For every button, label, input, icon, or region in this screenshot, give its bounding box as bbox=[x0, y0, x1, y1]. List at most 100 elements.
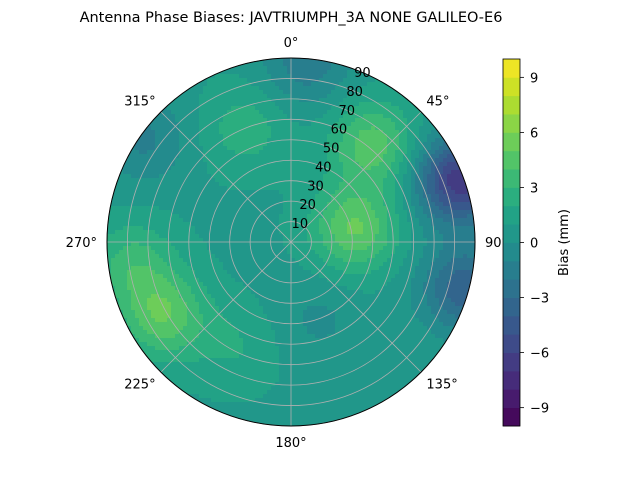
heatmap-cell bbox=[439, 154, 444, 159]
heatmap-cell bbox=[139, 138, 144, 143]
heatmap-cell bbox=[351, 90, 356, 95]
heatmap-cell bbox=[119, 214, 124, 219]
heatmap-cell bbox=[171, 246, 176, 251]
heatmap-cell bbox=[411, 302, 416, 307]
heatmap-cell bbox=[355, 118, 360, 123]
heatmap-cell bbox=[439, 174, 444, 179]
heatmap-cell bbox=[235, 102, 240, 107]
heatmap-cell bbox=[399, 126, 404, 131]
heatmap-cell bbox=[315, 142, 320, 147]
heatmap-cell bbox=[215, 270, 220, 275]
heatmap-cell bbox=[155, 206, 160, 211]
heatmap-cell bbox=[231, 222, 236, 227]
heatmap-cell bbox=[271, 90, 276, 95]
heatmap-cell bbox=[167, 278, 172, 283]
heatmap-cell bbox=[319, 174, 324, 179]
heatmap-cell bbox=[339, 98, 344, 103]
heatmap-cell bbox=[111, 246, 116, 251]
heatmap-cell bbox=[127, 234, 132, 239]
heatmap-cell bbox=[319, 62, 324, 67]
heatmap-cell bbox=[443, 246, 448, 251]
heatmap-cell bbox=[239, 66, 244, 71]
heatmap-cell bbox=[435, 206, 440, 211]
heatmap-cell bbox=[183, 254, 188, 259]
heatmap-cell bbox=[155, 218, 160, 223]
heatmap-cell bbox=[387, 210, 392, 215]
heatmap-cell bbox=[383, 150, 388, 155]
heatmap-cell bbox=[327, 230, 332, 235]
heatmap-cell bbox=[383, 126, 388, 131]
heatmap-cell bbox=[259, 182, 264, 187]
heatmap-cell bbox=[151, 262, 156, 267]
heatmap-cell bbox=[167, 218, 172, 223]
heatmap-cell bbox=[331, 110, 336, 115]
heatmap-cell bbox=[323, 302, 328, 307]
heatmap-cell bbox=[315, 114, 320, 119]
heatmap-cell bbox=[335, 94, 340, 99]
heatmap-cell bbox=[359, 218, 364, 223]
heatmap-cell bbox=[199, 194, 204, 199]
heatmap-cell bbox=[287, 174, 292, 179]
heatmap-cell bbox=[427, 138, 432, 143]
heatmap-cell bbox=[135, 190, 140, 195]
heatmap-cell bbox=[359, 98, 364, 103]
heatmap-cell bbox=[259, 246, 264, 251]
heatmap-cell bbox=[275, 74, 280, 79]
heatmap-cell bbox=[391, 210, 396, 215]
heatmap-cell bbox=[299, 198, 304, 203]
heatmap-cell bbox=[215, 126, 220, 131]
heatmap-cell bbox=[375, 118, 380, 123]
heatmap-cell bbox=[151, 222, 156, 227]
heatmap-cell bbox=[411, 202, 416, 207]
heatmap-cell bbox=[283, 122, 288, 127]
heatmap-cell bbox=[407, 266, 412, 271]
heatmap-cell bbox=[195, 82, 200, 87]
heatmap-cell bbox=[283, 58, 288, 63]
heatmap-cell bbox=[347, 306, 352, 311]
heatmap-cell bbox=[231, 90, 236, 95]
heatmap-cell bbox=[239, 194, 244, 199]
heatmap-cell bbox=[383, 230, 388, 235]
heatmap-cell bbox=[251, 70, 256, 75]
heatmap-cell bbox=[411, 270, 416, 275]
heatmap-cell bbox=[263, 194, 268, 199]
heatmap-cell bbox=[179, 274, 184, 279]
heatmap-cell bbox=[431, 190, 436, 195]
heatmap-cell bbox=[451, 302, 456, 307]
heatmap-cell bbox=[243, 146, 248, 151]
heatmap-cell bbox=[187, 238, 192, 243]
heatmap-cell bbox=[327, 222, 332, 227]
heatmap-cell bbox=[127, 206, 132, 211]
heatmap-cell bbox=[243, 98, 248, 103]
heatmap-cell bbox=[179, 150, 184, 155]
heatmap-cell bbox=[471, 222, 475, 227]
heatmap-cell bbox=[187, 126, 192, 131]
heatmap-cell bbox=[303, 122, 308, 127]
heatmap-cell bbox=[327, 110, 332, 115]
heatmap-cell bbox=[387, 222, 392, 227]
heatmap-cell bbox=[259, 254, 264, 259]
heatmap-cell bbox=[155, 198, 160, 203]
heatmap-cell bbox=[363, 286, 368, 291]
heatmap-cell bbox=[379, 162, 384, 167]
heatmap-cell bbox=[455, 270, 460, 275]
heatmap-cell bbox=[115, 186, 120, 191]
heatmap-cell bbox=[259, 206, 264, 211]
heatmap-cell bbox=[195, 186, 200, 191]
heatmap-cell bbox=[315, 106, 320, 111]
heatmap-cell bbox=[343, 302, 348, 307]
heatmap-cell bbox=[183, 266, 188, 271]
heatmap-cell bbox=[451, 154, 456, 159]
heatmap-cell bbox=[195, 210, 200, 215]
heatmap-cell bbox=[143, 286, 148, 291]
heatmap-cell bbox=[415, 158, 420, 163]
heatmap-cell bbox=[407, 302, 412, 307]
heatmap-cell bbox=[143, 254, 148, 259]
heatmap-cell bbox=[279, 294, 284, 299]
heatmap-cell bbox=[191, 102, 196, 107]
heatmap-cell bbox=[251, 238, 256, 243]
heatmap-cell bbox=[271, 266, 276, 271]
heatmap-cell bbox=[419, 282, 424, 287]
heatmap-cell bbox=[387, 118, 392, 123]
heatmap-cell bbox=[307, 162, 312, 167]
